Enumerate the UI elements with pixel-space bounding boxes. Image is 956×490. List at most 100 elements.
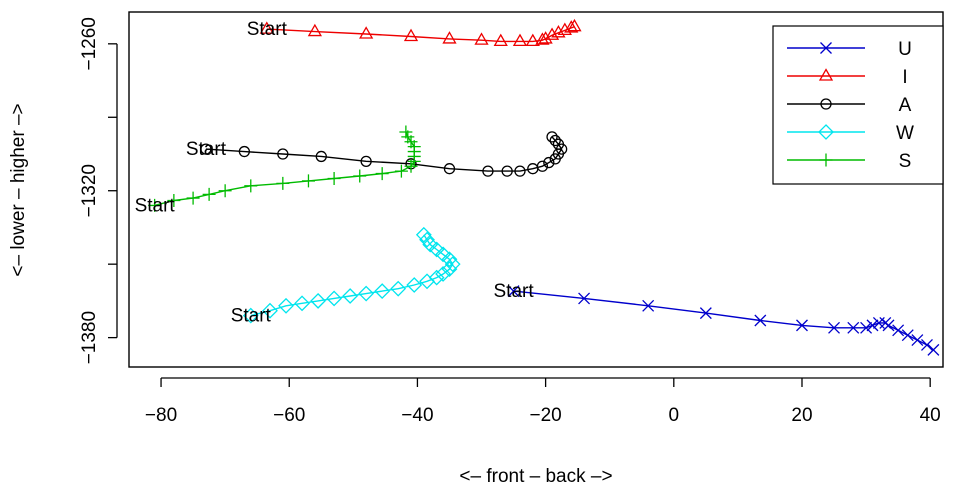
point-S-10 [375,167,389,181]
legend-label: U [898,39,912,60]
point-S-5 [244,179,258,193]
x-tick-label: −80 [145,405,177,426]
point-A-11 [536,160,549,172]
x-tick-label: 40 [920,405,941,426]
start-label: Start [186,139,227,160]
point-U-13 [892,324,905,337]
legend-label: W [896,123,914,144]
point-I-4 [442,31,457,44]
x-tick-label: −20 [529,405,561,426]
legend-label: I [902,67,907,88]
series-U [507,285,940,356]
point-A-7 [482,165,494,177]
legend-entry-S: S [787,151,911,172]
point-I-6 [493,33,508,47]
point-U-0 [507,285,520,298]
point-S-11 [394,164,408,178]
point-U-14 [901,329,914,342]
legend-marker [820,42,832,54]
point-W-2 [278,297,294,314]
point-I-14 [564,20,579,33]
point-A-0 [200,143,212,155]
point-I-13 [557,22,572,36]
point-A-3 [315,150,327,163]
point-U-10 [872,316,885,329]
point-I-3 [403,28,419,42]
point-U-9 [866,319,879,332]
point-I-2 [359,26,374,39]
point-A-2 [277,148,289,160]
point-A-1 [238,145,251,158]
legend-entry-I: I [787,67,908,88]
x-tick-label: 0 [669,405,680,426]
point-S-7 [301,174,315,188]
point-U-12 [882,319,895,332]
point-U-16 [921,339,933,351]
point-S-3 [202,187,216,201]
point-A-12 [543,156,555,169]
point-U-17 [927,343,940,356]
x-tick-label: −40 [401,405,433,426]
point-S-1 [167,194,181,208]
point-W-19 [422,236,439,253]
point-I-5 [474,32,489,45]
legend-marker [820,98,832,110]
series-W [242,226,461,324]
point-S-2 [186,191,200,205]
point-I-9 [535,32,550,45]
point-W-14 [441,261,458,277]
point-W-18 [428,241,445,258]
point-S-9 [353,169,367,183]
point-W-9 [390,280,407,297]
point-W-8 [374,283,391,300]
legend-label: A [899,95,912,116]
legend-box [772,25,944,185]
point-U-4 [754,314,767,327]
point-I-7 [512,33,528,47]
series-line-A [205,136,563,172]
start-labels: Start Start Start Start Start [135,19,535,326]
point-W-1 [262,302,278,319]
point-I-8 [525,33,540,47]
point-S-0 [148,198,162,212]
point-U-3 [699,307,712,320]
plot-frame [128,11,944,368]
x-axis-label: <– front – back –> [459,466,612,487]
point-W-7 [358,285,375,302]
point-I-10 [538,31,553,44]
start-label: Start [231,306,272,327]
series-I [259,18,582,47]
start-label: Start [494,281,535,302]
point-W-15 [444,256,461,273]
y-tick-label: −1320 [79,164,100,217]
series-A [200,131,568,177]
x-tick-label: 20 [791,405,812,426]
point-U-15 [911,334,924,347]
point-I-15 [567,18,582,32]
point-U-7 [847,321,860,334]
point-W-16 [441,251,458,268]
point-U-1 [578,292,591,305]
legend-marker [819,153,833,167]
legend-entry-A: A [787,95,912,116]
x-axis: −80 −60 −40 −20 0 20 40 [145,377,941,426]
y-tick-label: −1380 [79,311,100,364]
point-W-0 [242,307,259,324]
point-A-18 [546,131,558,143]
y-tick-label: −1260 [79,17,100,70]
legend-marker [818,124,834,140]
point-W-21 [415,226,432,243]
series-layer [148,18,940,356]
point-U-5 [796,319,808,332]
y-axis: −1380 −1320 −1260 [79,17,118,364]
point-W-4 [310,292,326,309]
point-S-19 [399,125,413,139]
point-W-5 [326,290,343,307]
start-label: Start [247,19,288,40]
x-tick-label: −60 [273,405,305,426]
point-W-10 [406,277,423,293]
point-S-4 [218,184,232,198]
series-line-U [513,290,934,351]
point-A-16 [552,138,565,150]
